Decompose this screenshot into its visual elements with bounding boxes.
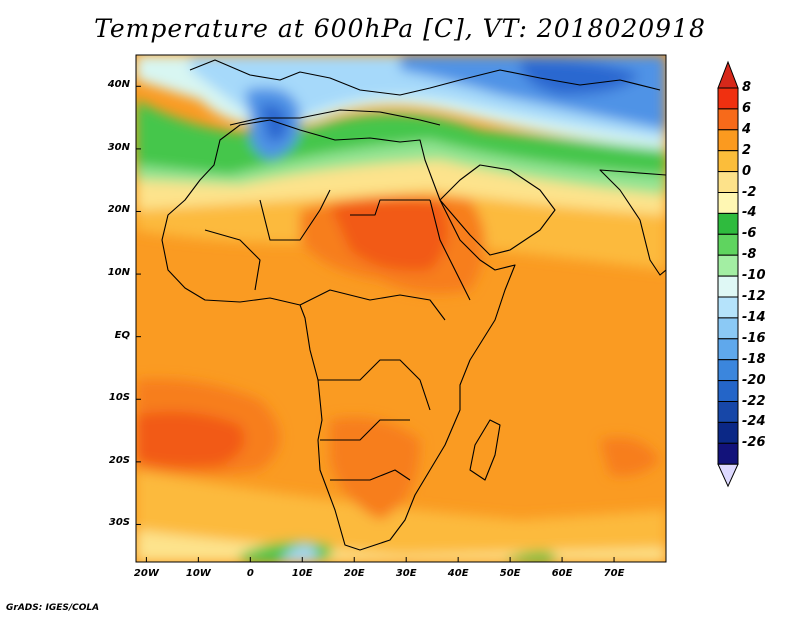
colorbar-box [717, 401, 739, 423]
colorbar-box [717, 338, 739, 361]
coastline-europe [189, 59, 661, 96]
colorbar-label: -2 [742, 184, 757, 200]
lon-label: 20W [133, 568, 159, 579]
colorbar-box [717, 317, 739, 340]
colorbar-box [717, 150, 739, 173]
colorbar-box [717, 129, 739, 152]
lon-label: 20E [343, 568, 365, 579]
colorbar-label: -4 [742, 205, 757, 221]
border-7 [204, 229, 261, 291]
lon-label: 0 [246, 568, 254, 579]
colorbar-label: -18 [742, 351, 766, 367]
border-8 [429, 199, 471, 301]
lat-label: 20S [108, 454, 130, 466]
blob-deep-west [260, 104, 288, 141]
lat-label: 10N [107, 267, 130, 279]
band-pale-north [136, 150, 666, 215]
border-3 [299, 289, 446, 321]
map-title: Temperature at 600hPa [C], VT: 201802091… [94, 14, 706, 43]
colorbar-label: -10 [742, 268, 766, 284]
colorbar-label: 6 [742, 100, 752, 116]
lat-label: 20N [107, 204, 130, 216]
lon-label: 50E [499, 568, 521, 579]
colorbar-box [717, 192, 739, 214]
coastline-med [229, 109, 441, 126]
lon-label: 40E [447, 568, 469, 579]
colorbar-label: -20 [742, 372, 766, 388]
border-1 [259, 189, 331, 241]
blob-deep-east [520, 59, 640, 95]
lon-label: 60E [551, 568, 573, 579]
credit-text: GrADS: IGES/COLA [6, 603, 100, 613]
coastline-arabia [439, 164, 556, 256]
coastline-india [599, 169, 666, 276]
border-2 [350, 199, 430, 216]
border-6 [330, 469, 411, 481]
lon-label: 10E [291, 568, 313, 579]
colorbar-box [717, 275, 739, 298]
blob-warm-mozch [600, 437, 660, 476]
colorbar-label: 2 [742, 142, 752, 158]
colorbar-box [717, 421, 739, 444]
colorbar-box [717, 87, 739, 110]
colorbar-label: -16 [742, 330, 766, 346]
blob-hot-angola [136, 411, 245, 467]
temperature-field [136, 55, 666, 562]
colorbar-box [717, 171, 739, 194]
border-5 [320, 419, 410, 441]
map-boundaries [161, 59, 666, 551]
colorbar-label: 0 [742, 163, 752, 179]
colorbar-label: -24 [742, 414, 766, 430]
coastline-africa [161, 119, 516, 551]
colorbar-box [717, 108, 739, 131]
band-lightgreen [136, 120, 666, 195]
colorbar-boxes [717, 87, 739, 465]
colorbar-top-arrow [717, 60, 739, 89]
band-pale-south [136, 470, 666, 562]
contour-fills [136, 55, 666, 562]
plot-frame [135, 54, 667, 563]
lat-label: 10S [108, 392, 130, 404]
colorbar-box [717, 296, 739, 319]
colorbar-label: -26 [742, 435, 766, 451]
colorbar-bottom-arrow [717, 463, 739, 488]
colorbar-label: 4 [742, 121, 752, 137]
colorbar-box [717, 254, 739, 277]
colorbar-box [717, 380, 739, 403]
colorbar-box [717, 212, 739, 235]
colorbar-label: -6 [742, 226, 757, 242]
lon-label: 70E [603, 568, 625, 579]
lat-label: 30N [107, 141, 130, 153]
colorbar-box [717, 233, 739, 256]
colorbar-label: -8 [742, 247, 757, 263]
blob-green-se [505, 551, 557, 562]
coastline-madagascar [469, 419, 501, 481]
colorbar-label: -22 [742, 393, 766, 409]
blob-sky-south [280, 545, 317, 562]
colorbar-label: -12 [742, 289, 766, 304]
blob-warm-south [330, 417, 420, 520]
border-4 [318, 359, 431, 411]
colorbar-box [717, 442, 739, 465]
colorbar-label: -14 [742, 309, 766, 325]
blob-hot-sudan [330, 198, 448, 271]
lon-label: 10W [185, 568, 211, 579]
colorbar-box [717, 359, 739, 382]
lat-label: EQ [114, 329, 130, 341]
colorbar-label: 8 [742, 80, 752, 95]
lon-label: 30E [395, 568, 417, 579]
lat-label: 30S [108, 517, 130, 529]
lat-label: 40N [107, 79, 130, 91]
axis-ticks [136, 85, 615, 562]
